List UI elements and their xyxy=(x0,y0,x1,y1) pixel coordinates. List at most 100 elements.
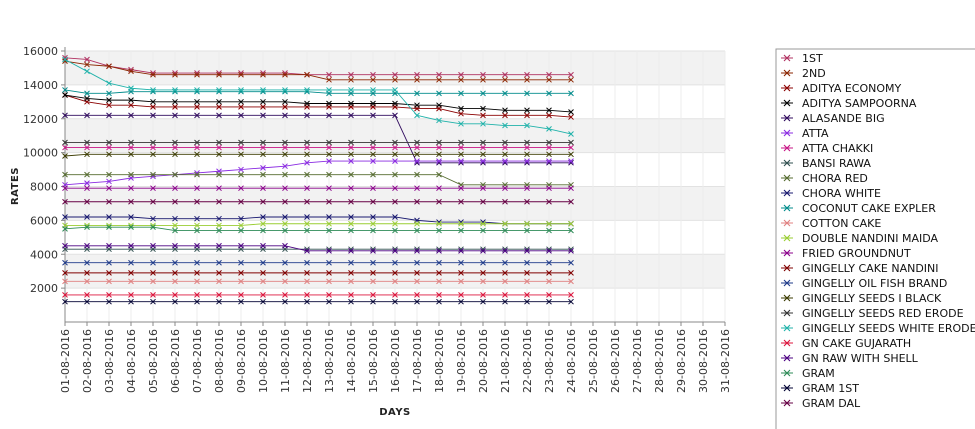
series-line xyxy=(64,94,572,113)
legend-item[interactable]: ADITYA ECONOMY xyxy=(781,82,902,95)
legend-label: COTTON CAKE xyxy=(802,217,881,230)
data-point xyxy=(392,112,398,119)
legend-item[interactable]: BANSI RAWA xyxy=(781,157,871,170)
legend-item[interactable]: COTTON CAKE xyxy=(781,217,881,230)
legend-item[interactable]: GN CAKE GUJARATH xyxy=(781,337,911,350)
x-tick-label: 06-08-2016 xyxy=(169,329,182,393)
data-point xyxy=(260,242,266,249)
data-point xyxy=(458,198,464,205)
data-point xyxy=(414,185,420,192)
legend-item[interactable]: ATTA xyxy=(781,127,829,140)
legend-label: ATTA xyxy=(802,127,829,140)
data-point xyxy=(84,95,90,102)
legend-item[interactable]: CHORA RED xyxy=(781,172,868,185)
data-point xyxy=(414,139,420,146)
data-point xyxy=(568,71,574,78)
legend-item[interactable]: ADITYA SAMPOORNA xyxy=(781,97,917,110)
data-point xyxy=(502,112,508,119)
legend-label: BANSI RAWA xyxy=(802,157,871,170)
data-point xyxy=(546,126,552,132)
x-tick-label: 12-08-2016 xyxy=(301,329,314,393)
data-point xyxy=(150,104,156,110)
data-point xyxy=(546,144,552,151)
legend-item[interactable]: GRAM 1ST xyxy=(781,382,859,395)
legend-label: GINGELLY SEEDS WHITE ERODE xyxy=(802,322,975,335)
data-point xyxy=(260,87,266,93)
data-point xyxy=(304,270,310,276)
data-point xyxy=(304,292,310,298)
data-point xyxy=(524,220,530,227)
data-point xyxy=(128,97,134,103)
data-point xyxy=(260,151,266,158)
data-point xyxy=(458,292,464,298)
data-point xyxy=(348,139,354,146)
data-point xyxy=(62,198,68,205)
x-tick-label: 07-08-2016 xyxy=(191,329,204,393)
legend-item[interactable]: GRAM DAL xyxy=(781,397,861,410)
data-point xyxy=(238,151,244,158)
legend-item[interactable]: GINGELLY SEEDS WHITE ERODE xyxy=(781,322,975,335)
legend-item[interactable]: 1ST xyxy=(781,52,823,65)
legend-item[interactable]: 2ND xyxy=(781,67,826,80)
legend-item[interactable]: GINGELLY SEEDS RED ERODE xyxy=(781,307,964,320)
data-point xyxy=(238,242,244,249)
data-point xyxy=(216,171,222,178)
legend-item[interactable]: GINGELLY OIL FISH BRAND xyxy=(781,277,947,290)
x-tick-label: 01-08-2016 xyxy=(59,329,72,393)
data-point xyxy=(348,158,354,164)
data-point xyxy=(128,171,134,178)
data-point xyxy=(282,278,288,285)
data-point xyxy=(370,76,376,83)
legend-item[interactable]: GINGELLY SEEDS I BLACK xyxy=(781,292,942,305)
y-tick-label: 6000 xyxy=(30,214,58,227)
series-line xyxy=(64,57,571,76)
legend-item[interactable]: FRIED GROUNDNUT xyxy=(781,247,911,260)
legend-item[interactable]: COCONUT CAKE EXPLER xyxy=(781,202,936,215)
data-point xyxy=(480,90,486,97)
data-point xyxy=(546,298,552,305)
data-point xyxy=(150,185,156,192)
legend-item[interactable]: GRAM xyxy=(781,367,835,380)
y-tick-label: 16000 xyxy=(23,45,58,58)
data-point xyxy=(414,270,420,276)
data-point xyxy=(150,242,156,249)
y-axis-ticks: 2000 4000 6000 8000 10000 12000 14000 16000 xyxy=(23,45,65,295)
data-point xyxy=(238,198,244,205)
data-point xyxy=(568,248,574,254)
data-point xyxy=(62,278,68,285)
legend-item[interactable]: ALASANDE BIG xyxy=(781,112,885,125)
legend-swatch-marker xyxy=(783,114,791,122)
data-point xyxy=(194,227,200,234)
data-point xyxy=(480,105,486,112)
data-point xyxy=(370,100,376,107)
legend-item[interactable]: ATTA CHAKKI xyxy=(781,142,873,155)
data-point xyxy=(304,100,310,107)
legend-label: GN RAW WITH SHELL xyxy=(802,352,919,365)
legend-swatch-marker xyxy=(783,54,791,62)
data-point xyxy=(480,185,486,192)
data-point xyxy=(172,298,178,305)
legend-item[interactable]: DOUBLE NANDINI MAIDA xyxy=(781,232,939,245)
legend-label: DOUBLE NANDINI MAIDA xyxy=(802,232,939,245)
series-line xyxy=(64,153,571,157)
legend-swatch-marker xyxy=(783,384,791,392)
data-point xyxy=(502,259,508,266)
legend-item[interactable]: GINGELLY CAKE NANDINI xyxy=(781,262,939,275)
data-point xyxy=(414,90,420,97)
legend-item[interactable]: CHORA WHITE xyxy=(781,187,881,200)
x-axis-ticks: 01-08-2016 02-08-2016 03-08-2016 04-08-2016… xyxy=(59,322,732,393)
data-point xyxy=(282,220,288,227)
data-point xyxy=(546,259,552,266)
data-point xyxy=(150,112,156,119)
data-point xyxy=(216,215,222,222)
data-point xyxy=(282,214,288,220)
data-point xyxy=(502,270,508,276)
data-point xyxy=(326,220,332,227)
data-point xyxy=(62,185,68,192)
legend-item[interactable]: GN RAW WITH SHELL xyxy=(781,352,919,365)
data-point xyxy=(260,171,266,178)
data-point xyxy=(436,102,442,109)
data-point xyxy=(62,144,68,151)
data-point xyxy=(326,227,332,234)
data-point xyxy=(106,80,112,87)
